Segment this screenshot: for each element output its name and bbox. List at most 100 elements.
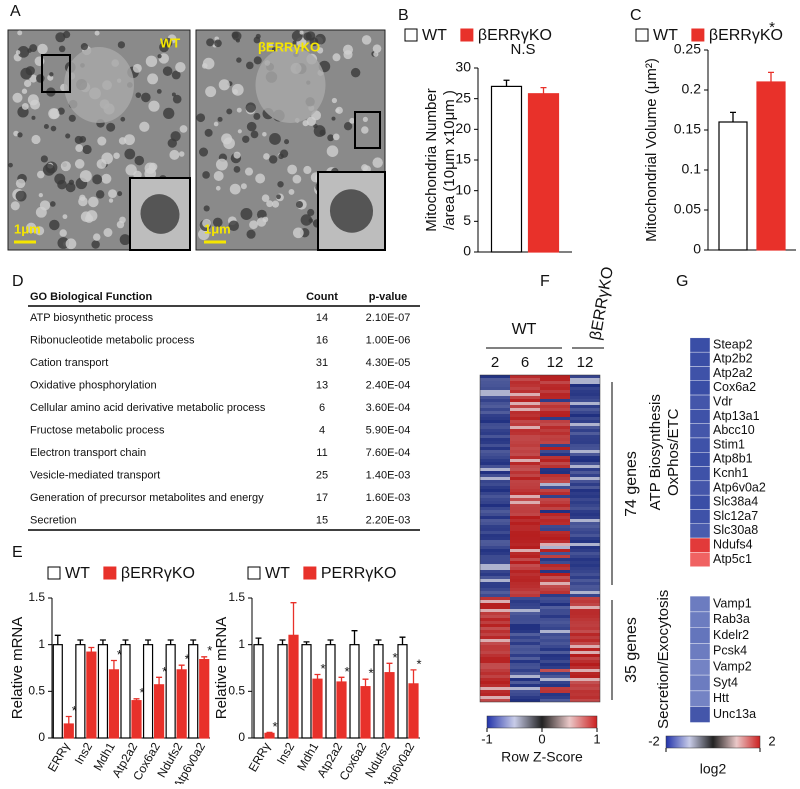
heatmap-cell (510, 441, 540, 444)
organelle (202, 57, 215, 70)
heatmap-cell (480, 426, 510, 429)
micrograph-label: WT (160, 35, 180, 50)
heatmap-cell (540, 558, 570, 561)
heatmap-cell (480, 402, 510, 405)
heatmap-cell (480, 618, 510, 621)
heatmap-cell (540, 585, 570, 588)
heatmap-cell (510, 477, 540, 480)
heatmap-cell (540, 492, 570, 495)
heatmap-cell (540, 393, 570, 396)
heatmap-cell (570, 471, 600, 474)
table-cell: Cation transport (30, 357, 108, 369)
column-label: 12 (547, 354, 564, 371)
organelle (217, 116, 223, 122)
heatmap-cell (480, 408, 510, 411)
heatmap-cell (570, 501, 600, 504)
group-label: Secretion/Exocytosis (655, 590, 672, 729)
table-cell: 2.10E-07 (366, 312, 411, 324)
bar (384, 672, 395, 739)
heatmap-cell (540, 549, 570, 552)
organelle (246, 121, 257, 132)
error-bar (410, 669, 417, 684)
heatmap-cell (480, 387, 510, 390)
heatmap-cell (540, 699, 570, 702)
organelle (62, 30, 71, 39)
heatmap-cell (510, 699, 540, 702)
organelle (65, 133, 71, 139)
heatmap-cell (480, 525, 510, 528)
legend-label: βERRγKO (121, 565, 195, 582)
x-tick-label: ERRγ (246, 740, 274, 774)
heatmap-cell (510, 426, 540, 429)
organelle (15, 190, 27, 202)
scale-bar-label: 1μm (14, 221, 41, 236)
significance: * (162, 664, 167, 679)
heatmap-cell (480, 636, 510, 639)
heatmap-cell (570, 504, 600, 507)
colorbar-tick-label: 0 (538, 731, 545, 746)
heatmap-cell (540, 690, 570, 693)
heatmap-cell (540, 528, 570, 531)
organelle (113, 152, 120, 159)
heatmap-cell (510, 423, 540, 426)
heatmap-cell (540, 666, 570, 669)
heatmap-cell (570, 576, 600, 579)
heatmap-cell (570, 564, 600, 567)
heatmap-cell (480, 456, 510, 459)
organelle (307, 208, 315, 217)
heatmap-cell (480, 411, 510, 414)
organelle (261, 194, 270, 203)
heatmap-cell (570, 495, 600, 498)
heatmap-cell (510, 537, 540, 540)
heatmap-cell (540, 603, 570, 606)
heatmap: WT βERRγKO 2 6 12 12 74 genes 35 genes -1 0 1 Row Z… (479, 265, 640, 765)
gene-name: Stim1 (713, 437, 745, 451)
error-bar (375, 639, 382, 645)
organelle (17, 30, 23, 36)
heatmap-cell (480, 576, 510, 579)
gene-cell (689, 409, 711, 424)
table-cell: 1.60E-03 (366, 492, 411, 504)
heatmap-cell (480, 546, 510, 549)
gene-name: Cox6a2 (713, 380, 756, 394)
y-tick-label: 0.15 (674, 121, 701, 137)
heatmap-cell (510, 585, 540, 588)
heatmap-cell (510, 501, 540, 504)
heatmap-cell (510, 636, 540, 639)
heatmap-cell (570, 675, 600, 678)
heatmap-cell (480, 654, 510, 657)
organelle (343, 50, 353, 60)
heatmap-cell (510, 396, 540, 399)
heatmap-cell (540, 432, 570, 435)
y-tick-label: 0 (38, 730, 45, 744)
y-axis-label: Relative mRNA (213, 617, 230, 720)
colorbar-tick-label: 2 (768, 733, 775, 748)
heatmap-cell (510, 666, 540, 669)
heatmap-cell (570, 531, 600, 534)
heatmap-cell (480, 603, 510, 606)
organelle (55, 32, 66, 43)
y-axis-label: Mitochondrial Volume (μm²) (643, 58, 660, 242)
organelle (175, 61, 186, 73)
heatmap-cell (540, 498, 570, 501)
heatmap-cell (540, 657, 570, 660)
error-bar (65, 715, 72, 724)
heatmap-cell (480, 447, 510, 450)
heatmap-cell (570, 579, 600, 582)
gene-cell (689, 690, 711, 707)
organelle (148, 100, 160, 112)
heatmap-cell (570, 438, 600, 441)
heatmap-cell (510, 690, 540, 693)
error-bar (386, 662, 393, 673)
heatmap-cell (480, 381, 510, 384)
organelle (49, 201, 56, 207)
organelle (162, 66, 173, 76)
table-cell: 5.90E-04 (366, 424, 411, 436)
panel-label: A (10, 3, 21, 20)
organelle (178, 151, 185, 157)
organelle (196, 113, 206, 123)
legend-label: PERRγKO (321, 565, 397, 582)
heatmap-cell (570, 408, 600, 411)
y-tick-label: 30 (455, 59, 471, 75)
heatmap-cell (480, 390, 510, 393)
